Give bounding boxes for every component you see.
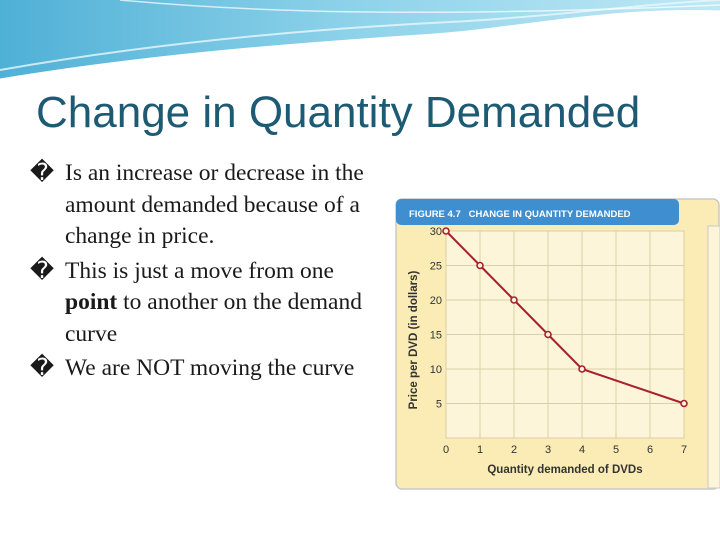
x-tick-label: 4 [579,444,585,456]
demand-chart: FIGURE 4.7 CHANGE IN QUANTITY DEMANDED 0… [395,198,720,490]
y-tick-label: 5 [436,399,442,411]
data-points [442,227,688,408]
y-tick-label: 25 [430,261,442,273]
header-wave-decoration [0,0,720,82]
y-tick-label: 15 [430,330,442,342]
bullet-item: � Is an increase or decrease in the amou… [30,158,390,253]
x-tick-label: 7 [681,444,687,456]
x-tick-label: 0 [443,444,449,456]
data-point [476,261,484,270]
data-point [578,365,586,373]
chart-header-bar [396,199,679,225]
bullet-marker: � [30,160,55,186]
y-tick-label: 10 [430,364,442,376]
bullet-item: � We are NOT moving the curve [30,353,390,385]
x-tick-label: 2 [511,444,517,456]
bullet-text: We are NOT moving the curve [65,355,355,381]
y-tick-label: 30 [430,226,442,238]
tick-labels: 0 1 2 3 4 5 6 7 5 10 15 20 25 30 [430,226,687,456]
slide-title: Change in Quantity Demanded [36,88,641,137]
y-axis-label: Price per DVD (in dollars) [408,270,420,409]
bullet-marker: � [30,355,55,381]
bullet-text: Is an increase or decrease in the amount… [65,160,364,249]
data-point [544,330,552,339]
demand-curve-line [445,230,685,405]
data-point [510,296,518,304]
bullet-text: This is just a move from one [65,257,334,284]
chart-right-panel [707,225,720,489]
bullet-item: � This is just a move from one point to … [30,256,390,351]
x-tick-label: 3 [545,444,551,456]
x-tick-label: 6 [647,444,653,456]
bullet-bold-word: point [65,289,118,315]
y-tick-label: 20 [430,295,442,307]
data-point [680,399,688,408]
x-axis-label: Quantity demanded of DVDs [487,464,642,476]
x-tick-label: 1 [477,444,483,456]
bullet-marker: � [30,257,55,284]
data-point [442,227,450,235]
bullet-text: to another on the demand curve [65,289,362,347]
chart-header: FIGURE 4.7 CHANGE IN QUANTITY DEMANDED [409,209,631,220]
bullet-list: � Is an increase or decrease in the amou… [30,158,390,388]
x-tick-label: 5 [613,444,619,456]
